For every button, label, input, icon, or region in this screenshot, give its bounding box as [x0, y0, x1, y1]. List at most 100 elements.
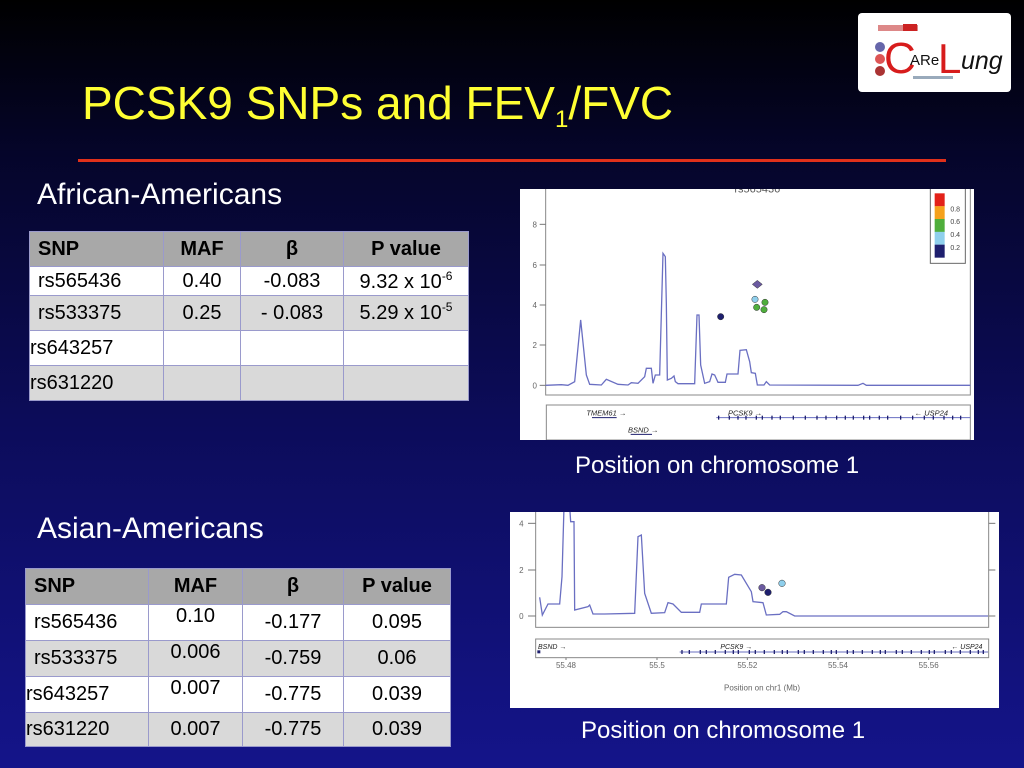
exon-mark [852, 650, 854, 654]
exon-mark [933, 650, 935, 654]
gene-label: BSND → [628, 425, 658, 434]
asian-americans-table: SNP MAF β P value rs565436 0.10 -0.177 0… [25, 568, 451, 747]
snp-cell: rs533375 [25, 640, 149, 677]
maf-cell: 0.40 [163, 266, 241, 296]
column-header: MAF [163, 231, 241, 267]
association-line [539, 512, 988, 618]
x-tick-label: 55.56 [919, 661, 940, 670]
plot-frame [545, 189, 971, 396]
snp-cell: rs631220 [29, 365, 164, 401]
exon-mark [846, 650, 848, 654]
snp-point [717, 313, 725, 321]
snp-cell: rs643257 [29, 330, 164, 366]
snp-cell: rs565436 [29, 266, 164, 296]
title-subscript: 1 [554, 106, 569, 133]
exon-mark [786, 650, 788, 654]
regional-association-plot-african: rs565436 8 6 4 2 0 0.8 0.6 0.4 0.2 TMEM61 → BSND → P… [520, 189, 974, 440]
ld-legend-swatch [934, 219, 945, 232]
lead-snp-marker [751, 280, 763, 289]
maf-cell: 0.25 [163, 295, 241, 331]
table-row: rs643257 [29, 330, 469, 366]
exon-mark [900, 415, 902, 420]
table-row: rs565436 0.40 -0.083 9.32 x 10-6 [29, 266, 469, 296]
exon-mark [779, 415, 781, 420]
african-americans-heading: African-Americans [37, 178, 283, 211]
y-tick-label: 8 [532, 220, 537, 229]
snp-point [778, 579, 786, 587]
x-axis-label: Position on chr1 (Mb) [724, 684, 800, 693]
exon-mark [705, 650, 707, 654]
title-text: PCSK9 SNPs and FEV [82, 77, 555, 129]
svg-text:ARe: ARe [910, 52, 939, 69]
maf-cell: 0.006 [148, 640, 243, 677]
p-value-cell: 0.039 [343, 712, 451, 747]
exon-mark [714, 650, 716, 654]
table-row: rs533375 0.25 - 0.083 5.29 x 10-5 [29, 295, 469, 331]
gene-label: TMEM61 → [586, 409, 626, 418]
exon-mark [732, 650, 734, 654]
snp-cell: rs631220 [25, 712, 149, 747]
column-header: SNP [25, 568, 149, 605]
p-value-cell: 0.039 [343, 676, 451, 713]
exon-mark [952, 415, 954, 420]
exon-mark [863, 415, 865, 420]
exon-mark [745, 415, 747, 420]
carelung-logo: C ARe L ung [858, 13, 1011, 92]
exon-mark [977, 650, 979, 654]
exon-mark [943, 415, 945, 420]
table-row: rs631220 [29, 365, 469, 401]
exon-mark [792, 415, 794, 420]
p-value-cell [343, 330, 469, 366]
exon-mark [699, 650, 701, 654]
ld-legend-swatch [934, 244, 945, 258]
exon-mark [923, 415, 925, 420]
beta-cell [240, 365, 344, 401]
p-value-exponent: -5 [441, 300, 453, 314]
ld-legend-label: 0.2 [950, 245, 960, 252]
african-americans-table: SNP MAF β P value rs565436 0.40 -0.083 9… [29, 231, 469, 401]
exon-mark [887, 415, 889, 420]
exon-mark [879, 650, 881, 654]
svg-text:L: L [938, 35, 961, 82]
gene-label: PCSK9 → [728, 409, 762, 418]
exon-mark [681, 650, 683, 654]
exon-mark [728, 415, 730, 420]
plot-title: rs565436 [734, 189, 780, 195]
exon-mark [920, 650, 922, 654]
title-divider [78, 159, 946, 162]
snp-point [751, 295, 759, 303]
p-value-mantissa: 5.29 x 10 [359, 302, 442, 324]
ld-legend-label: 0.6 [950, 219, 960, 226]
exon-mark [871, 650, 873, 654]
p-value-mantissa: 9.32 x 10 [359, 270, 442, 293]
x-tick-label: 55.5 [649, 661, 665, 670]
column-header: P value [343, 568, 451, 605]
ld-legend-label: 0.4 [950, 232, 960, 239]
x-tick-label: 55.52 [737, 661, 758, 670]
column-header: MAF [148, 568, 243, 605]
exon-mark [830, 650, 832, 654]
beta-cell: -0.083 [240, 266, 344, 296]
table-row: rs533375 0.006 -0.759 0.06 [25, 640, 451, 677]
exon-mark [812, 650, 814, 654]
snp-cell: rs643257 [25, 676, 149, 713]
y-tick-label: 0 [532, 381, 537, 390]
p-value-cell: 0.095 [343, 604, 451, 641]
exon-mark [960, 415, 962, 420]
gene-track-frame [545, 404, 971, 440]
exon-mark [754, 650, 756, 654]
table-row: rs643257 0.007 -0.775 0.039 [25, 676, 451, 713]
x-tick-label: 55.54 [828, 661, 849, 670]
exon-mark [982, 650, 984, 654]
exon-mark [969, 650, 971, 654]
plot2-caption: Position on chromosome 1 [581, 717, 866, 744]
beta-cell: - 0.083 [240, 295, 344, 331]
exon-mark [901, 650, 903, 654]
exon-mark [781, 650, 783, 654]
svg-text:C: C [884, 34, 916, 83]
column-header: SNP [29, 231, 164, 267]
snp-point [753, 303, 761, 311]
exon-mark [737, 415, 739, 420]
exon-mark [869, 415, 871, 420]
exon-mark [763, 650, 765, 654]
